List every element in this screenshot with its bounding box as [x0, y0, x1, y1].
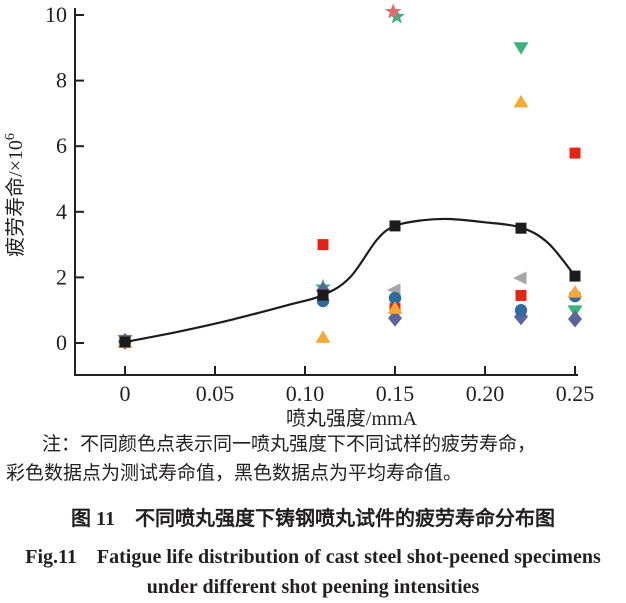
data-point-marker	[317, 239, 329, 251]
average-point-marker	[515, 222, 527, 234]
data-point-marker	[569, 147, 581, 159]
data-point-marker	[513, 42, 529, 55]
figure-note: 注：不同颜色点表示同一喷丸强度下不同试样的疲劳寿命， 彩色数据点为测试寿命值，黑…	[6, 430, 620, 488]
data-point-marker	[567, 285, 583, 298]
x-tick-label: 0.20	[466, 381, 505, 406]
y-tick-label: 4	[56, 199, 67, 224]
x-tick-label: 0.05	[196, 381, 235, 406]
data-point-marker	[514, 304, 528, 317]
data-point-marker	[515, 289, 527, 301]
x-axis-title: 喷丸强度/mmA	[286, 407, 418, 428]
y-tick-label: 10	[45, 2, 67, 27]
fatigue-life-chart: 0 2 4 6 8 10 0 0.05 0.10 0.15 0.20 0.25 喷丸强度/mmA 疲劳寿命…	[3, 2, 595, 428]
average-point-marker	[119, 336, 131, 348]
caption-english-line1: Fig.11 Fatigue life distribution of cast…	[25, 546, 601, 568]
x-tick-label: 0	[120, 381, 131, 406]
data-point-marker	[387, 301, 403, 314]
caption-chinese: 图 11 不同喷丸强度下铸钢喷丸试件的疲劳寿命分布图	[71, 508, 555, 530]
note-line-2: 彩色数据点为测试寿命值，黑色数据点为平均寿命值。	[6, 463, 463, 484]
data-point-marker	[568, 310, 582, 328]
y-tick-label: 2	[56, 264, 67, 289]
average-point-marker	[389, 220, 401, 232]
x-tick-label: 0.25	[556, 381, 595, 406]
y-axis-title: 疲劳寿命/×106	[3, 133, 27, 257]
caption-english-line2: under different shot peening intensities	[146, 576, 480, 598]
note-line-1: 注：不同颜色点表示同一喷丸强度下不同试样的疲劳寿命，	[42, 434, 537, 455]
y-tick-label: 6	[56, 133, 67, 158]
data-point-marker	[388, 309, 402, 327]
data-point-marker	[513, 94, 529, 108]
data-point-marker	[315, 330, 331, 343]
axes-frame	[74, 8, 578, 376]
data-point-marker	[513, 271, 527, 285]
average-point-marker	[569, 270, 581, 282]
trend-curve	[124, 217, 576, 344]
average-point-marker	[317, 289, 329, 301]
y-tick-label: 8	[56, 68, 67, 93]
x-tick-label: 0.10	[286, 381, 325, 406]
data-point-marker	[385, 3, 402, 19]
x-tick-label: 0.15	[376, 381, 415, 406]
y-tick-label: 0	[56, 330, 67, 355]
data-point-marker	[388, 291, 402, 305]
